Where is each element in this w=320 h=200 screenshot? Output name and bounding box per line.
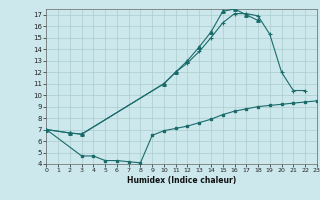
X-axis label: Humidex (Indice chaleur): Humidex (Indice chaleur) <box>127 176 236 185</box>
